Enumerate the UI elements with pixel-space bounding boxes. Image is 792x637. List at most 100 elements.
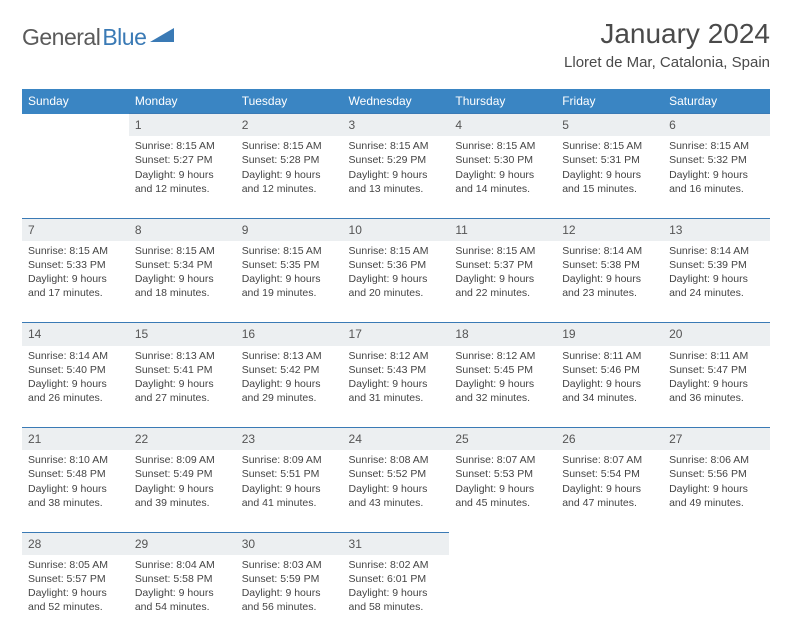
daylight-line-1: Daylight: 9 hours (669, 272, 764, 286)
daylight-line-1: Daylight: 9 hours (669, 168, 764, 182)
sunset-line: Sunset: 5:27 PM (135, 153, 230, 167)
day-content-cell: Sunrise: 8:15 AMSunset: 5:34 PMDaylight:… (129, 241, 236, 323)
daylight-line-2: and 26 minutes. (28, 391, 123, 405)
logo: GeneralBlue (22, 24, 176, 51)
daylight-line-1: Daylight: 9 hours (135, 272, 230, 286)
day-number-cell: 20 (663, 323, 770, 346)
day-content-cell: Sunrise: 8:15 AMSunset: 5:31 PMDaylight:… (556, 136, 663, 218)
day-content-cell: Sunrise: 8:04 AMSunset: 5:58 PMDaylight:… (129, 555, 236, 637)
sunset-line: Sunset: 5:43 PM (349, 363, 444, 377)
sunset-line: Sunset: 5:45 PM (455, 363, 550, 377)
sunrise-line: Sunrise: 8:15 AM (242, 139, 337, 153)
daylight-line-1: Daylight: 9 hours (669, 482, 764, 496)
day-content-cell: Sunrise: 8:11 AMSunset: 5:47 PMDaylight:… (663, 346, 770, 428)
daylight-line-2: and 54 minutes. (135, 600, 230, 614)
sunrise-line: Sunrise: 8:15 AM (135, 139, 230, 153)
sunrise-line: Sunrise: 8:03 AM (242, 558, 337, 572)
day-number-row: 78910111213 (22, 218, 770, 241)
day-number-cell: 5 (556, 114, 663, 137)
sunset-line: Sunset: 5:52 PM (349, 467, 444, 481)
day-number-cell: 8 (129, 218, 236, 241)
day-number-cell: 26 (556, 428, 663, 451)
sunrise-line: Sunrise: 8:15 AM (28, 244, 123, 258)
day-number-row: 21222324252627 (22, 428, 770, 451)
weekday-header: Tuesday (236, 89, 343, 114)
day-number-cell: 30 (236, 532, 343, 555)
day-content-cell: Sunrise: 8:12 AMSunset: 5:43 PMDaylight:… (343, 346, 450, 428)
daylight-line-2: and 22 minutes. (455, 286, 550, 300)
daylight-line-1: Daylight: 9 hours (669, 377, 764, 391)
day-number-cell (556, 532, 663, 555)
day-content-row: Sunrise: 8:15 AMSunset: 5:27 PMDaylight:… (22, 136, 770, 218)
day-number-cell: 15 (129, 323, 236, 346)
sunrise-line: Sunrise: 8:10 AM (28, 453, 123, 467)
daylight-line-2: and 17 minutes. (28, 286, 123, 300)
weekday-header: Saturday (663, 89, 770, 114)
day-content-cell: Sunrise: 8:15 AMSunset: 5:33 PMDaylight:… (22, 241, 129, 323)
daylight-line-1: Daylight: 9 hours (135, 482, 230, 496)
sunset-line: Sunset: 5:35 PM (242, 258, 337, 272)
weekday-header-row: SundayMondayTuesdayWednesdayThursdayFrid… (22, 89, 770, 114)
sunset-line: Sunset: 5:49 PM (135, 467, 230, 481)
sunrise-line: Sunrise: 8:15 AM (562, 139, 657, 153)
sunrise-line: Sunrise: 8:13 AM (135, 349, 230, 363)
sunrise-line: Sunrise: 8:08 AM (349, 453, 444, 467)
day-number-cell: 16 (236, 323, 343, 346)
daylight-line-1: Daylight: 9 hours (242, 377, 337, 391)
sunset-line: Sunset: 5:42 PM (242, 363, 337, 377)
day-number-cell: 18 (449, 323, 556, 346)
daylight-line-1: Daylight: 9 hours (562, 482, 657, 496)
daylight-line-1: Daylight: 9 hours (349, 482, 444, 496)
daylight-line-1: Daylight: 9 hours (455, 168, 550, 182)
daylight-line-1: Daylight: 9 hours (562, 272, 657, 286)
day-number-cell: 4 (449, 114, 556, 137)
day-number-cell: 6 (663, 114, 770, 137)
daylight-line-2: and 29 minutes. (242, 391, 337, 405)
sunset-line: Sunset: 5:57 PM (28, 572, 123, 586)
day-content-cell (556, 555, 663, 637)
daylight-line-1: Daylight: 9 hours (242, 168, 337, 182)
day-content-cell: Sunrise: 8:02 AMSunset: 6:01 PMDaylight:… (343, 555, 450, 637)
sunset-line: Sunset: 5:51 PM (242, 467, 337, 481)
day-content-cell: Sunrise: 8:14 AMSunset: 5:40 PMDaylight:… (22, 346, 129, 428)
day-content-cell: Sunrise: 8:15 AMSunset: 5:35 PMDaylight:… (236, 241, 343, 323)
daylight-line-2: and 58 minutes. (349, 600, 444, 614)
day-content-row: Sunrise: 8:15 AMSunset: 5:33 PMDaylight:… (22, 241, 770, 323)
day-content-cell: Sunrise: 8:15 AMSunset: 5:27 PMDaylight:… (129, 136, 236, 218)
sunset-line: Sunset: 5:48 PM (28, 467, 123, 481)
sunrise-line: Sunrise: 8:04 AM (135, 558, 230, 572)
calendar-table: SundayMondayTuesdayWednesdayThursdayFrid… (22, 89, 770, 637)
daylight-line-2: and 39 minutes. (135, 496, 230, 510)
sunrise-line: Sunrise: 8:11 AM (669, 349, 764, 363)
day-number-cell: 12 (556, 218, 663, 241)
sunrise-line: Sunrise: 8:13 AM (242, 349, 337, 363)
day-content-cell: Sunrise: 8:15 AMSunset: 5:32 PMDaylight:… (663, 136, 770, 218)
daylight-line-2: and 47 minutes. (562, 496, 657, 510)
daylight-line-2: and 18 minutes. (135, 286, 230, 300)
title-block: January 2024 Lloret de Mar, Catalonia, S… (564, 18, 770, 71)
daylight-line-2: and 31 minutes. (349, 391, 444, 405)
day-number-cell: 31 (343, 532, 450, 555)
daylight-line-1: Daylight: 9 hours (28, 482, 123, 496)
day-number-row: 14151617181920 (22, 323, 770, 346)
sunrise-line: Sunrise: 8:11 AM (562, 349, 657, 363)
logo-text-2: Blue (102, 24, 146, 51)
day-number-cell: 17 (343, 323, 450, 346)
daylight-line-2: and 19 minutes. (242, 286, 337, 300)
sunrise-line: Sunrise: 8:05 AM (28, 558, 123, 572)
sunset-line: Sunset: 5:40 PM (28, 363, 123, 377)
sunrise-line: Sunrise: 8:15 AM (455, 139, 550, 153)
day-content-cell: Sunrise: 8:15 AMSunset: 5:36 PMDaylight:… (343, 241, 450, 323)
day-content-cell: Sunrise: 8:15 AMSunset: 5:29 PMDaylight:… (343, 136, 450, 218)
daylight-line-2: and 43 minutes. (349, 496, 444, 510)
day-content-cell: Sunrise: 8:07 AMSunset: 5:53 PMDaylight:… (449, 450, 556, 532)
day-content-cell: Sunrise: 8:09 AMSunset: 5:51 PMDaylight:… (236, 450, 343, 532)
day-number-cell: 23 (236, 428, 343, 451)
day-content-cell: Sunrise: 8:14 AMSunset: 5:39 PMDaylight:… (663, 241, 770, 323)
day-number-cell: 24 (343, 428, 450, 451)
weekday-header: Monday (129, 89, 236, 114)
day-number-cell: 3 (343, 114, 450, 137)
daylight-line-1: Daylight: 9 hours (562, 168, 657, 182)
daylight-line-2: and 41 minutes. (242, 496, 337, 510)
day-content-cell: Sunrise: 8:10 AMSunset: 5:48 PMDaylight:… (22, 450, 129, 532)
